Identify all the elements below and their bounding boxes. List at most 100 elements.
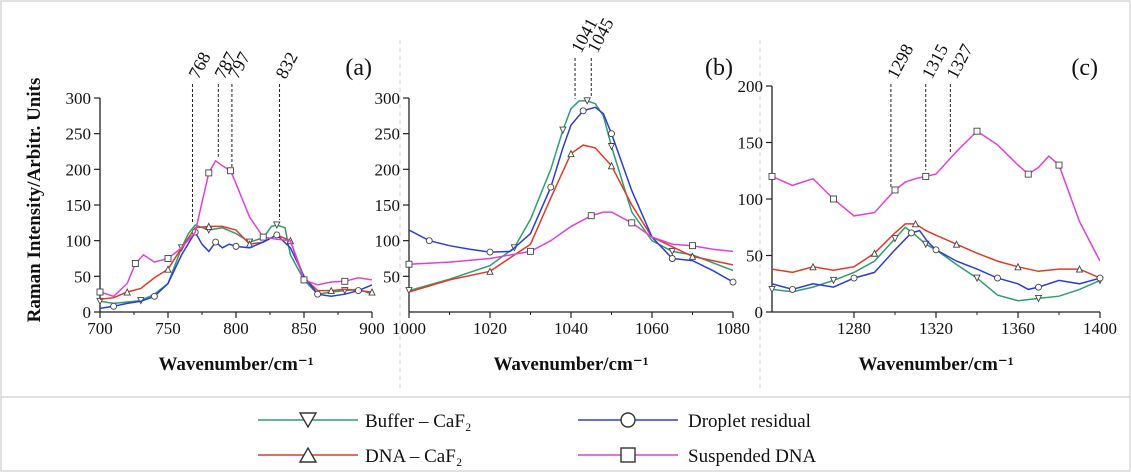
panel-label: (c) bbox=[1071, 55, 1098, 81]
series-line bbox=[772, 130, 1100, 262]
data-point bbox=[559, 126, 567, 135]
data-point bbox=[405, 260, 413, 268]
data-point bbox=[1075, 265, 1084, 273]
legend-label-dna: DNA – CaF₂ bbox=[365, 446, 462, 467]
legend-label-buffer: Buffer – CaF₂ bbox=[365, 411, 472, 432]
legend-item-suspended: Suspended DNA bbox=[578, 446, 817, 467]
x-tick-label: 1360 bbox=[1001, 319, 1035, 338]
data-point bbox=[110, 302, 118, 310]
y-tick-label: 250 bbox=[66, 125, 92, 144]
data-point bbox=[486, 267, 494, 275]
legend-item-dna: DNA – CaF₂ bbox=[258, 446, 462, 467]
data-point bbox=[891, 186, 899, 194]
y-axis-label: Raman Intensity/Arbitr. Units bbox=[24, 78, 45, 323]
y-tick-label: 200 bbox=[375, 160, 401, 179]
data-point bbox=[341, 277, 349, 285]
data-point bbox=[1055, 161, 1063, 169]
panel-label: (b) bbox=[705, 55, 733, 81]
x-axis-label: Wavenumber/cm⁻¹ bbox=[158, 354, 313, 375]
y-tick-label: 50 bbox=[74, 267, 91, 286]
x-tick-label: 1000 bbox=[392, 319, 426, 338]
x-tick-label: 900 bbox=[359, 319, 385, 338]
panels: 700 750 800 850 900 0 50 100 150 200 250 300 Wavenum… bbox=[66, 15, 1118, 375]
data-point bbox=[1035, 283, 1042, 291]
data-point bbox=[891, 235, 899, 243]
y-tick-label: 150 bbox=[375, 196, 401, 215]
data-point bbox=[583, 97, 591, 105]
data-point bbox=[368, 288, 376, 296]
data-point bbox=[1096, 274, 1104, 282]
data-point bbox=[689, 242, 696, 250]
data-point bbox=[829, 276, 838, 285]
data-point bbox=[205, 222, 213, 230]
data-point bbox=[300, 276, 308, 284]
data-point bbox=[607, 161, 616, 170]
data-point bbox=[205, 169, 213, 177]
data-point bbox=[314, 290, 322, 298]
series-line bbox=[100, 225, 372, 300]
series-line bbox=[409, 106, 733, 283]
x-tick-label: 800 bbox=[223, 319, 249, 338]
data-point bbox=[830, 195, 837, 203]
data-point bbox=[850, 274, 858, 282]
x-tick-label: 1280 bbox=[837, 319, 871, 338]
data-point bbox=[259, 233, 267, 241]
data-point bbox=[932, 246, 940, 254]
data-point bbox=[1014, 262, 1022, 271]
y-tick-label: 0 bbox=[755, 303, 764, 322]
data-point bbox=[922, 240, 930, 249]
data-point bbox=[273, 221, 281, 229]
x-tick-label: 750 bbox=[155, 319, 181, 338]
x-tick-label: 1060 bbox=[635, 319, 669, 338]
data-point bbox=[973, 274, 981, 283]
legend-item-droplet: Droplet residual bbox=[578, 411, 811, 432]
data-point bbox=[994, 274, 1001, 282]
data-point bbox=[809, 262, 817, 271]
series-line bbox=[100, 159, 372, 298]
y-tick-label: 300 bbox=[66, 89, 92, 108]
y-tick-label: 250 bbox=[375, 125, 401, 144]
panel-b: 1000 1020 1040 1060 1080 50 100 150 200 250 300 Wav… bbox=[375, 15, 751, 375]
data-point bbox=[96, 297, 104, 306]
data-point bbox=[527, 247, 534, 255]
x-tick-label: 1400 bbox=[1083, 319, 1117, 338]
legend: Buffer – CaF₂ Droplet residual DNA – CaF… bbox=[258, 411, 817, 467]
y-tick-label: 50 bbox=[383, 267, 400, 286]
y-tick-label: 150 bbox=[66, 196, 92, 215]
data-point bbox=[212, 238, 220, 246]
data-point bbox=[327, 286, 335, 295]
data-point bbox=[579, 107, 587, 115]
data-point bbox=[729, 278, 737, 286]
data-point bbox=[789, 285, 796, 293]
data-point bbox=[907, 229, 915, 237]
series-line bbox=[772, 223, 1100, 279]
data-point bbox=[668, 255, 676, 262]
triangle-up-marker-icon bbox=[298, 446, 318, 463]
data-point bbox=[425, 237, 433, 245]
circle-marker-icon bbox=[620, 412, 636, 428]
x-tick-label: 1080 bbox=[716, 319, 750, 338]
data-point bbox=[1024, 170, 1032, 178]
data-point bbox=[587, 212, 595, 220]
legend-item-buffer: Buffer – CaF₂ bbox=[258, 411, 472, 432]
data-point bbox=[608, 130, 615, 138]
data-point bbox=[607, 143, 616, 151]
panel-label: (a) bbox=[345, 55, 372, 81]
data-point bbox=[486, 248, 494, 256]
data-point bbox=[911, 219, 920, 228]
data-point bbox=[768, 285, 776, 294]
triangle-down-marker-icon bbox=[298, 412, 318, 429]
y-tick-label: 150 bbox=[738, 134, 764, 153]
y-tick-label: 0 bbox=[83, 303, 92, 322]
data-point bbox=[668, 247, 676, 256]
data-point bbox=[150, 292, 158, 300]
data-point bbox=[164, 255, 172, 262]
data-point bbox=[973, 127, 981, 135]
data-point bbox=[405, 287, 413, 295]
y-tick-label: 100 bbox=[738, 190, 764, 209]
data-point bbox=[870, 249, 879, 257]
data-point bbox=[547, 183, 555, 191]
x-tick-label: 1320 bbox=[919, 319, 953, 338]
data-point bbox=[227, 167, 235, 175]
